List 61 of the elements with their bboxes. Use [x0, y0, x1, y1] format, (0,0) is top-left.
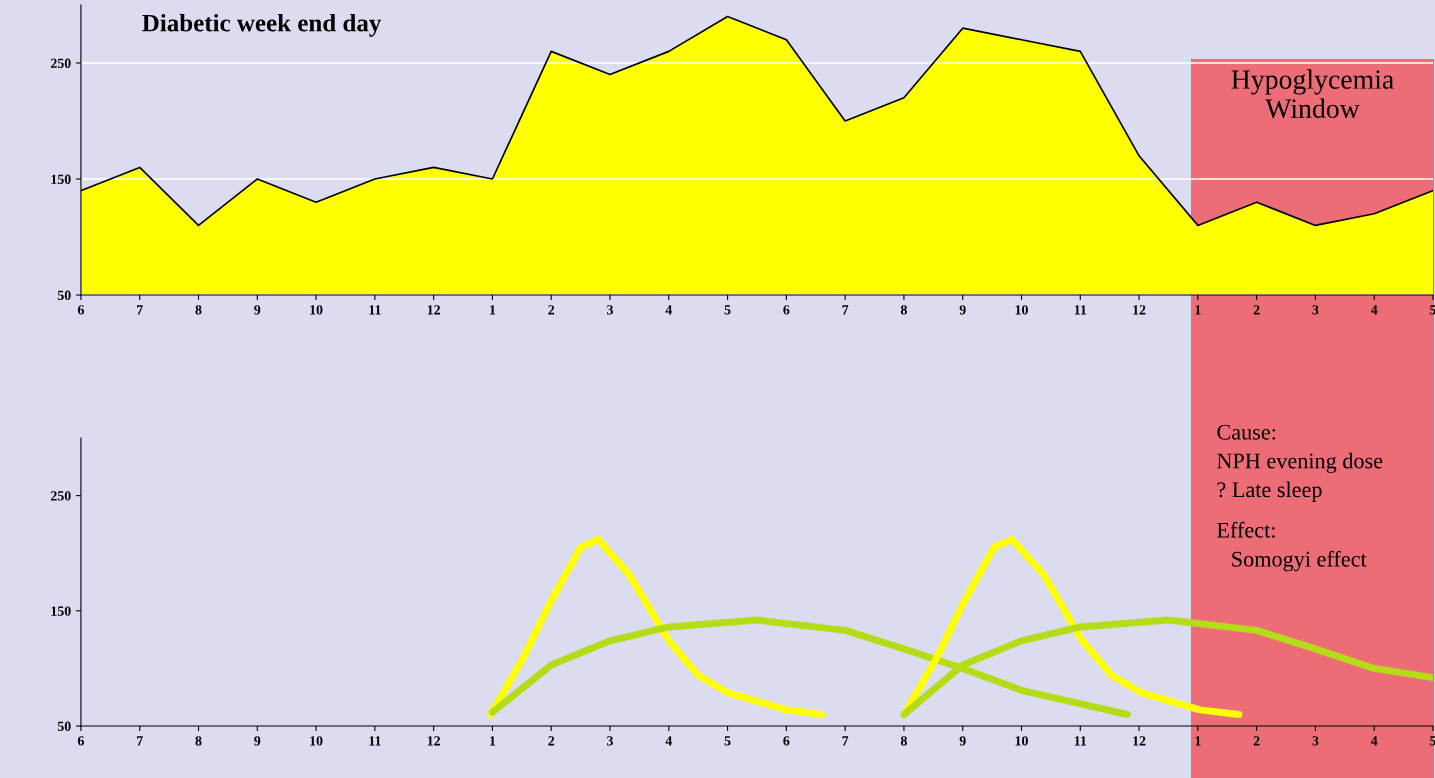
x-tick-label: 4	[1370, 305, 1378, 315]
x-tick-label: 4	[665, 305, 672, 315]
x-tick-label: 5	[724, 736, 731, 746]
x-tick-label: 11	[369, 305, 381, 315]
x-tick-label: 10	[310, 305, 323, 315]
x-tick-label: 6	[783, 305, 790, 315]
y-tick-label: 50	[57, 290, 71, 300]
y-tick-label: 50	[57, 721, 71, 731]
x-tick-label: 12	[1133, 736, 1146, 746]
annotation: Cause:	[1217, 424, 1276, 440]
annotation: Effect:	[1217, 521, 1275, 538]
x-tick-label: 2	[1253, 736, 1260, 746]
x-tick-label: 5	[1430, 305, 1435, 315]
x-tick-label: 7	[842, 736, 849, 746]
y-tick-label: 250	[50, 491, 71, 501]
x-tick-label: 11	[1074, 305, 1087, 315]
x-tick-label: 6	[783, 736, 790, 746]
x-tick-label: 3	[1312, 305, 1319, 315]
x-tick-label: 11	[1074, 736, 1087, 746]
x-tick-label: 8	[900, 305, 907, 315]
x-tick-label: 12	[1133, 305, 1146, 315]
x-tick-label: 4	[665, 736, 672, 746]
annotation: NPH evening dose	[1217, 452, 1383, 474]
x-tick-label: 7	[842, 305, 849, 315]
x-tick-label: 9	[254, 305, 261, 315]
x-tick-label: 9	[959, 305, 966, 315]
chart-title: Diabetic week end day	[142, 13, 382, 37]
x-tick-label: 8	[900, 736, 907, 746]
x-tick-label: 6	[77, 736, 84, 746]
x-tick-label: 6	[77, 305, 84, 315]
x-tick-label: 12	[427, 305, 440, 315]
x-tick-label: 7	[137, 736, 143, 746]
annotation: ? Late sleep	[1217, 481, 1322, 502]
y-tick-label: 150	[51, 174, 71, 184]
x-tick-label: 11	[369, 736, 381, 746]
x-tick-label: 2	[548, 736, 555, 746]
x-tick-label: 7	[137, 305, 143, 315]
x-tick-label: 1	[1195, 305, 1201, 315]
x-tick-label: 4	[1370, 736, 1378, 746]
annotation: Hypoglycemia Window	[1231, 69, 1394, 119]
x-tick-label: 5	[724, 305, 731, 315]
x-tick-label: 3	[1312, 736, 1319, 746]
x-tick-label: 5	[1430, 736, 1435, 746]
x-tick-label: 10	[1015, 736, 1028, 746]
x-tick-label: 8	[195, 305, 202, 315]
x-tick-label: 1	[1195, 736, 1201, 746]
x-tick-label: 3	[607, 736, 613, 746]
x-tick-label: 9	[254, 736, 261, 746]
x-tick-label: 12	[427, 736, 440, 746]
x-tick-label: 10	[310, 736, 323, 746]
annotation: Somogyi effect	[1232, 550, 1367, 572]
x-tick-label: 8	[195, 736, 202, 746]
y-tick-label: 150	[51, 606, 71, 616]
x-tick-label: 1	[490, 305, 496, 315]
x-tick-label: 2	[1253, 305, 1260, 315]
x-tick-label: 3	[607, 305, 613, 315]
y-tick-label: 250	[50, 58, 71, 68]
x-tick-label: 1	[490, 736, 496, 746]
x-tick-label: 10	[1015, 305, 1028, 315]
x-tick-label: 2	[548, 305, 555, 315]
x-tick-label: 9	[959, 736, 966, 746]
